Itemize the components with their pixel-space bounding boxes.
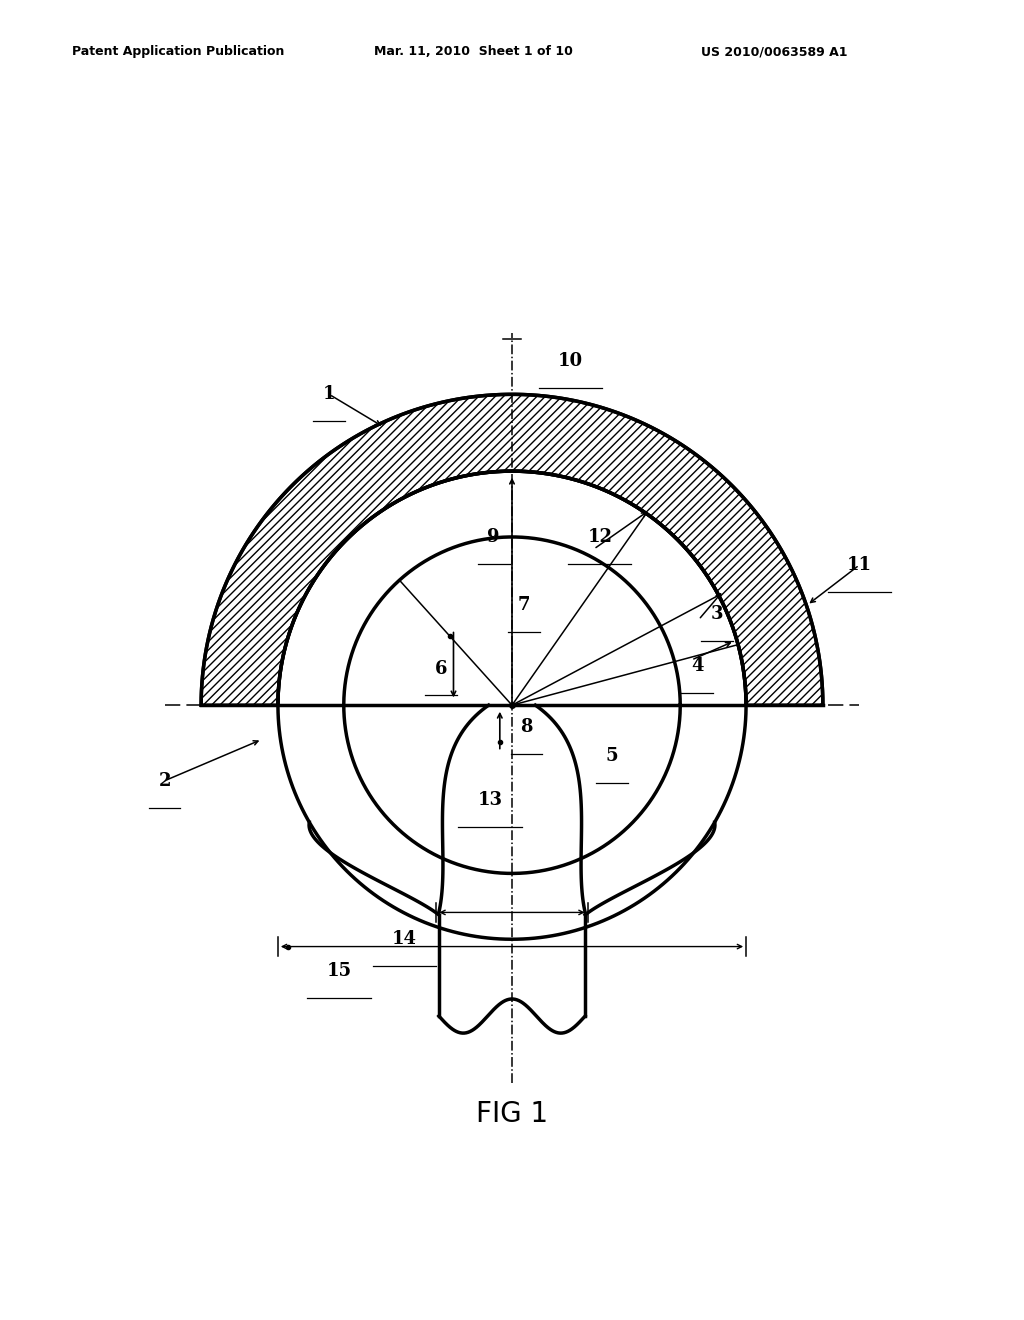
Text: 13: 13 bbox=[477, 791, 503, 809]
Text: 7: 7 bbox=[518, 597, 530, 614]
Text: 9: 9 bbox=[487, 528, 500, 546]
Text: Patent Application Publication: Patent Application Publication bbox=[72, 45, 284, 58]
Text: 11: 11 bbox=[847, 556, 871, 574]
Text: 10: 10 bbox=[558, 352, 583, 371]
Text: US 2010/0063589 A1: US 2010/0063589 A1 bbox=[701, 45, 848, 58]
Text: 12: 12 bbox=[588, 528, 612, 546]
Text: 4: 4 bbox=[691, 657, 703, 676]
Text: 15: 15 bbox=[327, 962, 351, 979]
Text: Mar. 11, 2010  Sheet 1 of 10: Mar. 11, 2010 Sheet 1 of 10 bbox=[374, 45, 572, 58]
Text: FIG 1: FIG 1 bbox=[476, 1100, 548, 1127]
Text: 6: 6 bbox=[435, 660, 447, 677]
Polygon shape bbox=[201, 395, 823, 705]
Text: 1: 1 bbox=[323, 385, 336, 404]
Text: 8: 8 bbox=[520, 718, 532, 737]
Text: 5: 5 bbox=[605, 747, 618, 766]
Text: 14: 14 bbox=[392, 931, 417, 948]
Text: 3: 3 bbox=[711, 605, 723, 623]
Text: 2: 2 bbox=[159, 772, 171, 789]
